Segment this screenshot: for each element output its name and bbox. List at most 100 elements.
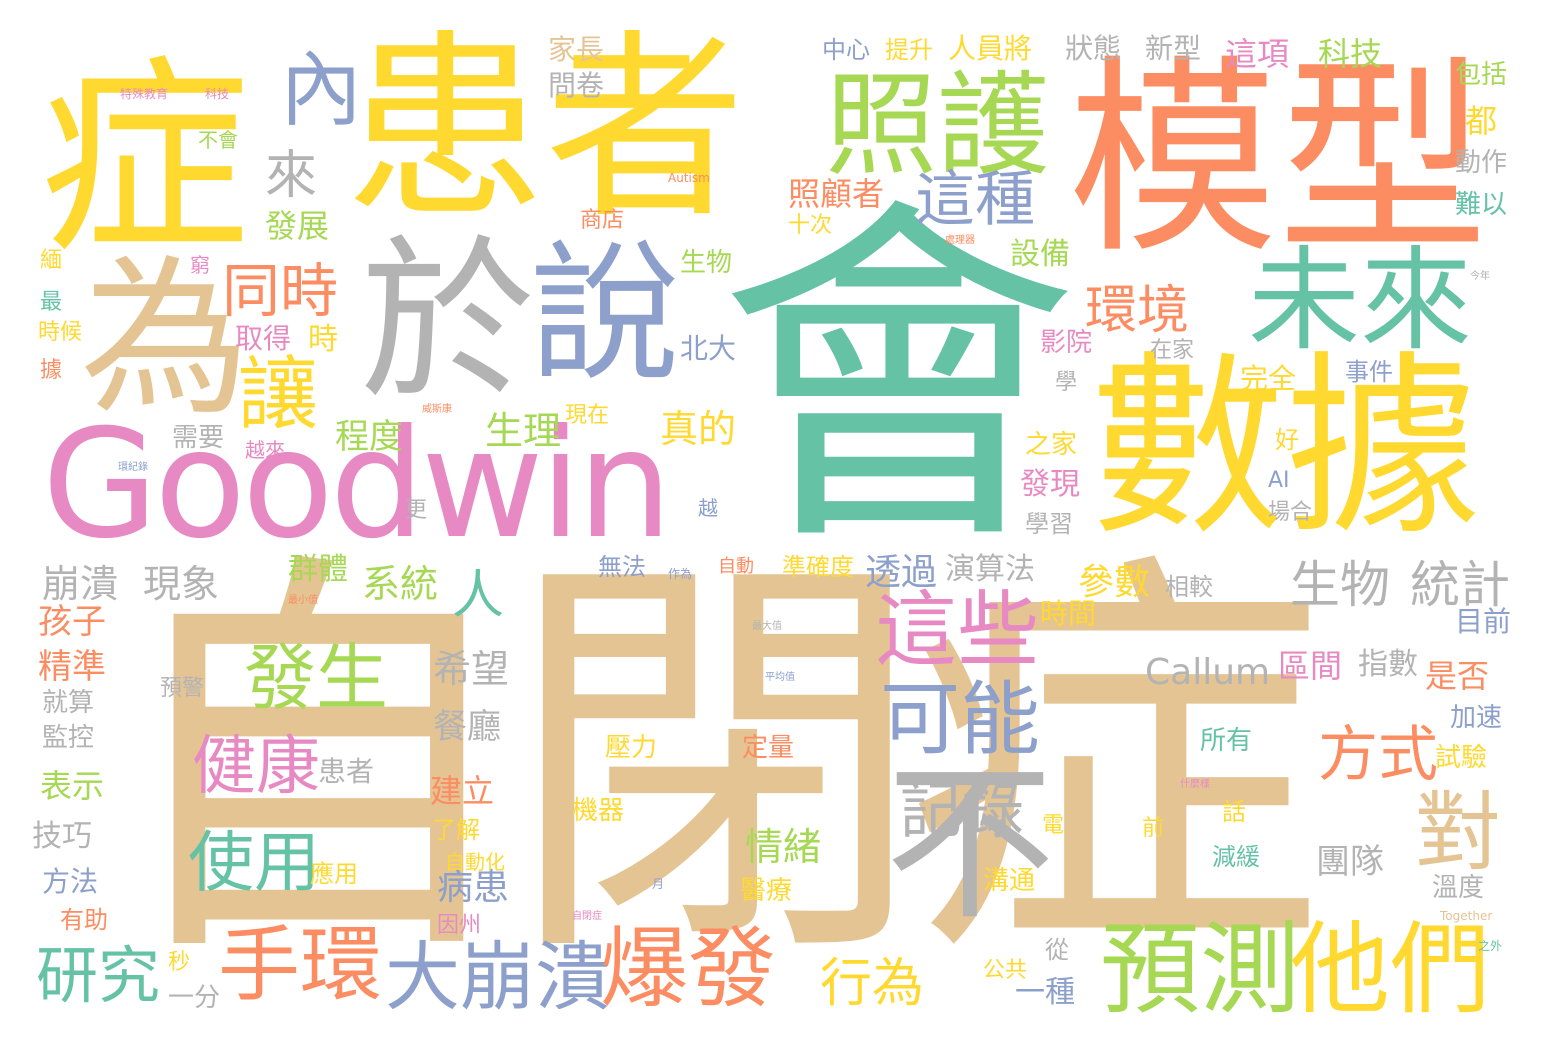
word-zhezhong: 這種	[915, 165, 1035, 235]
word-huanzhe-small: 患者	[318, 755, 375, 788]
word-callum: Callum	[1145, 652, 1271, 693]
word-huanjing: 環境	[1085, 281, 1190, 341]
word-autism: Autism	[668, 171, 710, 185]
word-lai: 來	[265, 146, 318, 206]
word-jilu: 記錄	[900, 774, 1025, 847]
word-fangfa: 方法	[42, 865, 99, 898]
word-dian: 電	[1042, 813, 1065, 838]
word-geng: 更	[405, 498, 428, 523]
word-zuixiaozhi: 最小值	[288, 595, 318, 606]
word-shangdian: 商店	[580, 208, 625, 233]
word-yue: 越	[698, 496, 718, 520]
word-zidong: 自動	[718, 556, 754, 577]
word-zhijia: 之家	[1025, 430, 1078, 460]
word-suoyou: 所有	[1200, 726, 1253, 756]
word-bu: 不	[885, 746, 1056, 944]
word-qujian: 區間	[1278, 647, 1343, 685]
word-buhui: 不會	[198, 128, 238, 152]
word-jiasu: 加速	[1450, 703, 1503, 733]
word-yizhong: 一種	[1015, 975, 1075, 1010]
word-hua: 話	[1222, 798, 1246, 826]
word-tongshi: 同時	[222, 257, 339, 325]
word-yali: 壓力	[605, 733, 658, 763]
word-jiusuan: 就算	[42, 688, 95, 718]
word-yifen: 一分	[168, 983, 221, 1013]
word-mian: 緬	[40, 248, 63, 273]
word-xue: 學	[1055, 370, 1078, 395]
word-fangshi: 方式	[1318, 720, 1438, 790]
word-shici: 十次	[788, 213, 833, 238]
word-zhaohu: 照護	[825, 61, 1049, 191]
word-together: Together	[1440, 909, 1493, 923]
word-tongji: 統計	[1410, 556, 1510, 614]
word-wanquan: 完全	[1240, 362, 1297, 395]
word-xiwang: 希望	[433, 647, 510, 691]
word-zhende: 真的	[660, 407, 737, 451]
word-xianzai: 現在	[565, 403, 610, 428]
word-jiqi: 機器	[572, 796, 625, 826]
word-dingliang: 定量	[742, 733, 795, 763]
word-chengdu: 程度	[335, 417, 403, 457]
word-cong: 從	[1045, 936, 1069, 964]
word-dui: 對	[1415, 783, 1501, 883]
word-touguo: 透過	[865, 552, 938, 593]
word-canting: 餐廳	[433, 707, 501, 747]
word-zhongxin: 中心	[822, 36, 870, 64]
word-jianhuan: 減緩	[1212, 843, 1260, 871]
word-zuowei: 作為	[668, 567, 693, 581]
word-zhishu: 指數	[1358, 647, 1418, 682]
word-nanyi: 難以	[1455, 190, 1508, 220]
word-youzhu: 有助	[60, 906, 108, 934]
word-ai: AI	[1268, 468, 1290, 493]
word-wendu: 溫度	[1432, 873, 1485, 903]
word-shijian2: 事件	[1345, 358, 1393, 386]
word-qunti: 群體	[288, 552, 348, 587]
word-zhexiang: 這項	[1225, 35, 1290, 73]
word-zui: 最	[40, 290, 63, 315]
word-moxing: 模型	[1068, 37, 1489, 282]
word-xiangjiao: 相較	[1165, 573, 1213, 601]
word-weisikang: 威斯康	[422, 404, 452, 415]
word-biaoshi: 表示	[40, 767, 105, 805]
word-chuliqi: 處理器	[945, 235, 975, 246]
word-yuce: 預測	[1100, 911, 1300, 1028]
word-zaijia: 在家	[1150, 338, 1195, 363]
word-dabengkui: 大崩潰	[385, 933, 611, 1021]
word-zibizheng-small: 自閉症	[572, 911, 602, 922]
word-yujing: 預警	[160, 676, 205, 701]
word-yanjiu: 研究	[36, 939, 161, 1012]
word-xianxiang: 現象	[143, 562, 220, 606]
word-weilai: 未來	[1248, 236, 1472, 366]
word-jiankong: 監控	[42, 723, 95, 753]
word-jianli: 建立	[430, 772, 495, 810]
word-yiliao: 醫療	[740, 876, 793, 906]
word-xuyao: 需要	[172, 423, 225, 453]
word-qude: 取得	[235, 322, 292, 355]
word-goutong: 溝通	[983, 866, 1036, 896]
word-goodwin: Goodwin	[42, 398, 672, 572]
word-dou: 都	[1465, 102, 1498, 140]
word-zhiwai: 之外	[1478, 939, 1503, 953]
word-yingyong: 應用	[310, 860, 358, 888]
word-hui: 會	[718, 170, 1078, 589]
word-changhe: 場合	[1268, 500, 1313, 525]
word-zheng: 症	[40, 37, 251, 282]
word-shebei: 設備	[1010, 237, 1070, 272]
word-huanjilu: 環紀錄	[118, 462, 148, 473]
word-faxian: 發現	[1020, 467, 1080, 502]
word-liaojie: 了解	[432, 816, 480, 844]
word-qian: 前	[1142, 816, 1165, 841]
word-miao: 秒	[168, 950, 191, 975]
word-shihou: 時候	[38, 320, 83, 345]
word-ju: 據	[40, 358, 63, 383]
word-zhuangtai: 狀態	[1065, 32, 1122, 65]
word-haizi: 孩子	[38, 602, 106, 642]
word-keneng: 可能	[880, 673, 1040, 766]
word-shiyan: 試驗	[1435, 743, 1488, 773]
word-wenjuan: 問卷	[548, 69, 605, 102]
word-jinnian: 今年	[1470, 271, 1490, 282]
word-teshujiaoyu: 特殊教育	[120, 87, 169, 101]
word-jingzhun: 精準	[38, 647, 106, 687]
word-gonggong: 公共	[983, 958, 1028, 983]
word-zhaoguzhe: 照顧者	[788, 175, 885, 213]
